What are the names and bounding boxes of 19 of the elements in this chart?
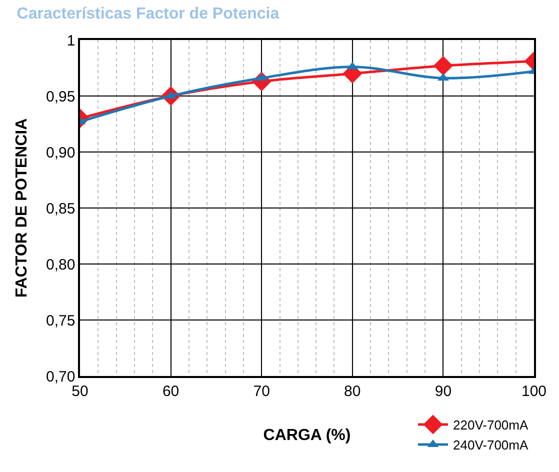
y-axis-title: FACTOR DE POTENCIA (13, 118, 30, 298)
legend-label: 220V-700mA (453, 418, 528, 433)
y-tick-label: 0,80 (46, 256, 76, 274)
x-tick-label: 80 (344, 382, 361, 400)
point (433, 56, 453, 76)
y-tick-label: 0,75 (46, 312, 76, 330)
y-tick-label: 0,85 (46, 200, 76, 218)
y-tick-label: 0,90 (46, 144, 76, 162)
x-tick-label: 70 (253, 382, 270, 400)
legend-label: 240V-700mA (453, 438, 528, 453)
y-tick-label: 0,95 (46, 88, 76, 106)
x-axis-title: CARGA (%) (263, 426, 351, 444)
x-tick-label: 60 (162, 382, 180, 400)
x-tick-label: 100 (521, 382, 547, 400)
x-tick-label: 90 (434, 382, 452, 400)
y-tick-label: 0,70 (46, 368, 76, 386)
chart-title: Características Factor de Potencia (16, 5, 280, 22)
y-tick-label: 1 (66, 32, 76, 50)
x-tick-label: 50 (72, 382, 88, 400)
